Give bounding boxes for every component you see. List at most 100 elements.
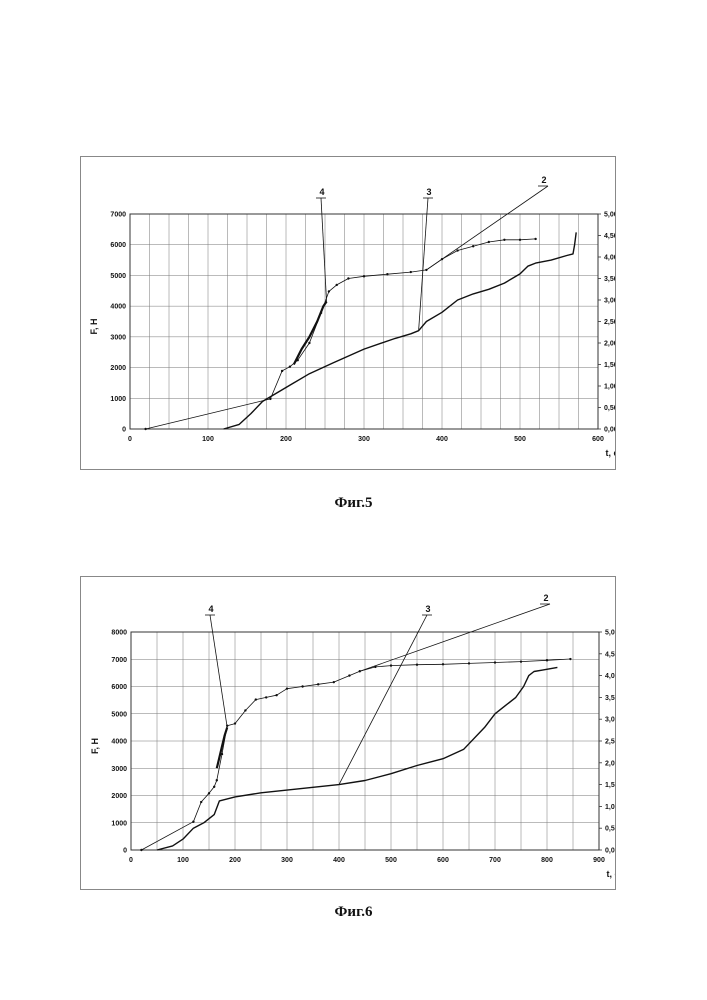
x-tick-label: 400 <box>333 857 345 864</box>
series-3-line <box>224 232 577 429</box>
y2-tick-label: 2,50 <box>604 319 615 326</box>
series-2-point <box>244 709 246 711</box>
series-2-point <box>213 786 215 788</box>
y-tick-label: 8000 <box>111 630 127 637</box>
x-tick-label: 100 <box>177 857 189 864</box>
callout-2-leader <box>426 186 548 270</box>
y2-tick-label: 0,00 <box>604 427 615 434</box>
series-2-point <box>140 849 142 851</box>
figure-5-plot: 0100200300400500600010002000300040005000… <box>81 157 615 469</box>
x-tick-label: 200 <box>229 857 241 864</box>
series-2-point <box>546 659 548 661</box>
series-2-line <box>146 239 536 429</box>
series-2-point <box>494 661 496 663</box>
y-tick-label: 6000 <box>111 684 127 691</box>
series-2-point <box>265 696 267 698</box>
y2-tick-label: 3,00 <box>604 298 615 305</box>
callout-4-label: 4 <box>319 187 324 197</box>
y2-tick-label: 2,50 <box>605 739 615 746</box>
callout-4-label: 4 <box>208 604 213 614</box>
y-tick-label: 1000 <box>111 820 127 827</box>
x-tick-label: 500 <box>385 857 397 864</box>
grid <box>131 632 602 850</box>
series-4-line <box>294 302 327 365</box>
y-tick-label: 7000 <box>110 212 126 219</box>
y2-tick-label: 1,50 <box>605 782 615 789</box>
series-2-point <box>308 342 310 344</box>
y2-tick-label: 2,00 <box>605 760 615 767</box>
y-tick-label: 3000 <box>111 766 127 773</box>
figure-6-plot: 0100200300400500600700800900010002000300… <box>81 577 615 889</box>
series-2-point <box>301 685 303 687</box>
y-tick-label: 7000 <box>111 657 127 664</box>
y-axis-label: F, H <box>90 738 100 754</box>
series-2-point <box>275 694 277 696</box>
series-2-point <box>534 238 536 240</box>
callout-3-leader <box>419 198 428 331</box>
y2-tick-label: 5,00 <box>605 630 615 637</box>
y-axis-label: F, H <box>89 318 99 334</box>
series-2-point <box>410 271 412 273</box>
y2-tick-label: 4,00 <box>604 255 615 262</box>
callout-2-label: 2 <box>543 593 548 603</box>
y-tick-label: 1000 <box>110 396 126 403</box>
series-2-point <box>468 662 470 664</box>
y2-tick-label: 1,00 <box>605 804 615 811</box>
series-2-point <box>519 239 521 241</box>
y2-tick-label: 0,50 <box>605 826 615 833</box>
figure-6-caption: Фиг.6 <box>0 904 707 921</box>
series-2-point <box>281 370 283 372</box>
x-tick-label: 300 <box>358 436 370 443</box>
series-2-point <box>416 664 418 666</box>
series-2-point <box>569 658 571 660</box>
figure-6-chart: 0100200300400500600700800900010002000300… <box>80 576 616 890</box>
y-tick-label: 5000 <box>111 711 127 718</box>
series-2-point <box>347 277 349 279</box>
callout-3-label: 3 <box>426 187 431 197</box>
y-tick-label: 3000 <box>110 334 126 341</box>
x-tick-label: 800 <box>541 857 553 864</box>
y-tick-label: 0 <box>123 848 127 855</box>
y2-tick-label: 1,00 <box>604 384 615 391</box>
y-tick-label: 2000 <box>111 793 127 800</box>
figure-5-chart: 0100200300400500600010002000300040005000… <box>80 156 616 470</box>
y2-tick-label: 4,50 <box>605 651 615 658</box>
series-2-point <box>363 275 365 277</box>
series-2-point <box>234 722 236 724</box>
series-2-point <box>144 428 146 430</box>
grid <box>130 214 601 429</box>
x-axis-label: t, c <box>606 869 615 879</box>
series-2-point <box>386 273 388 275</box>
series-2-point <box>348 674 350 676</box>
y-tick-label: 5000 <box>110 273 126 280</box>
series-2-point <box>286 687 288 689</box>
series-2-point <box>328 290 330 292</box>
y2-tick-label: 1,50 <box>604 362 615 369</box>
x-axis-label: t, c <box>605 448 615 458</box>
series-2-point <box>488 241 490 243</box>
x-tick-label: 200 <box>280 436 292 443</box>
callout-3-label: 3 <box>425 604 430 614</box>
series-2-point <box>472 245 474 247</box>
series-2-point <box>255 698 257 700</box>
x-tick-label: 0 <box>129 857 133 864</box>
series-2-point <box>200 801 202 803</box>
y2-tick-label: 0,00 <box>605 848 615 855</box>
y-tick-label: 6000 <box>110 242 126 249</box>
y-tick-label: 4000 <box>110 304 126 311</box>
y2-tick-label: 4,50 <box>604 233 615 240</box>
callout-3-leader <box>339 615 427 785</box>
x-tick-label: 100 <box>202 436 214 443</box>
series-2-point <box>390 664 392 666</box>
x-tick-label: 700 <box>489 857 501 864</box>
x-tick-label: 600 <box>592 436 604 443</box>
series-2-point <box>289 365 291 367</box>
series-2-point <box>520 660 522 662</box>
y2-tick-label: 2,00 <box>604 341 615 348</box>
y2-tick-label: 3,50 <box>605 695 615 702</box>
x-tick-label: 500 <box>514 436 526 443</box>
series-2-point <box>192 820 194 822</box>
y2-tick-label: 5,00 <box>604 212 615 219</box>
y2-tick-label: 3,50 <box>604 276 615 283</box>
series-2-point <box>456 249 458 251</box>
